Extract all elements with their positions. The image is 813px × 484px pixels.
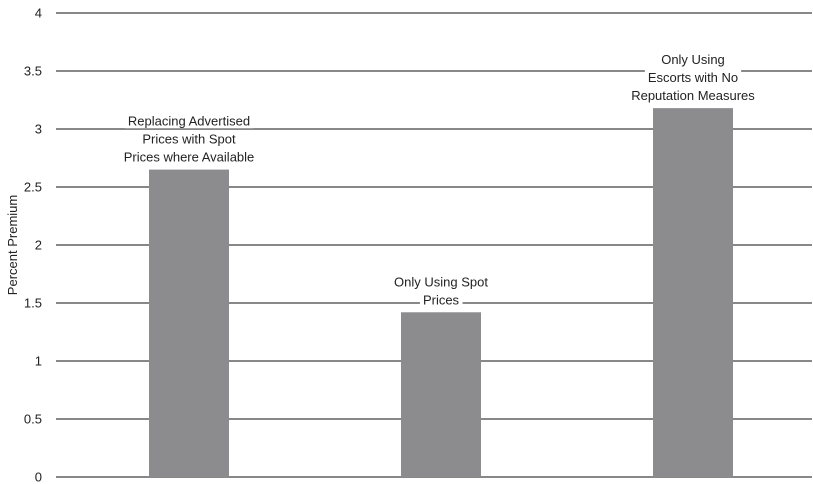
bar-label-group: Only Using Spot Prices — [391, 274, 492, 308]
y-tick-label: 2 — [35, 238, 42, 253]
bar-label-line: Prices — [423, 292, 460, 307]
bar-label-line: Prices with Spot — [142, 132, 236, 147]
bar-label-background — [120, 149, 258, 165]
y-tick-label: 3.5 — [24, 64, 42, 79]
bar-label-line: Only Using Spot — [394, 274, 488, 289]
y-tick-label: 1 — [35, 354, 42, 369]
bar-label-line: Reputation Measures — [631, 88, 755, 103]
bar-labels: Replacing Advertised Prices with Spot Pric… — [120, 52, 759, 308]
y-tick-label: 0.5 — [24, 412, 42, 427]
y-axis-title: Percent Premium — [5, 195, 20, 295]
bar — [149, 169, 229, 477]
bar-label-group: Replacing Advertised Prices with Spot Pric… — [120, 113, 258, 165]
bar-label-line: Prices where Available — [124, 150, 255, 165]
bar-label-background — [658, 52, 728, 68]
bar-label-background — [391, 274, 492, 290]
bar-label-line: Only Using — [661, 52, 725, 67]
y-tick-label: 0 — [35, 470, 42, 484]
bar-label-background — [628, 88, 759, 104]
bar-label-line: Replacing Advertised — [128, 114, 250, 129]
bar — [653, 108, 733, 478]
bar — [401, 312, 481, 477]
bar-label-background — [419, 292, 463, 308]
y-tick-label: 1.5 — [24, 296, 42, 311]
y-tick-label: 4 — [35, 6, 42, 21]
y-tick-label: 2.5 — [24, 180, 42, 195]
bar-label-background — [139, 131, 239, 147]
y-tick-label: 3 — [35, 122, 42, 137]
bar-label-background — [124, 113, 254, 129]
bar-label-line: Escorts with No — [648, 70, 738, 85]
y-axis-ticks: 0 0.5 1 1.5 2 2.5 3 3.5 4 — [24, 6, 62, 484]
bars — [149, 108, 733, 478]
bar-label-group: Only Using Escorts with No Reputation Meas… — [628, 52, 759, 104]
bar-label-background — [644, 70, 742, 86]
